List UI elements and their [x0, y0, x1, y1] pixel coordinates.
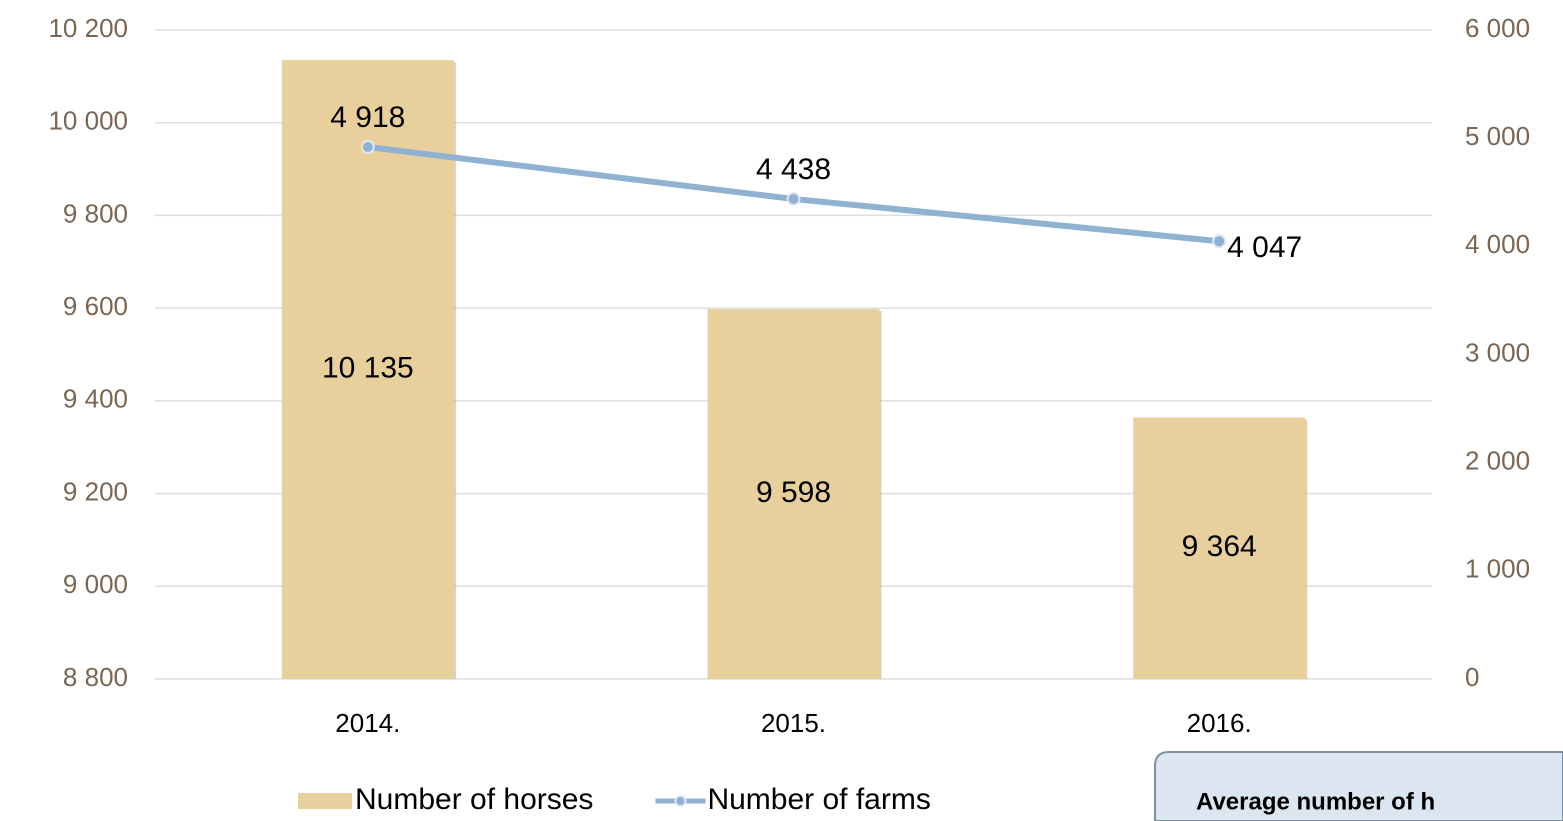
annotation-box	[1154, 751, 1563, 821]
bar	[707, 309, 880, 679]
line-marker	[1212, 234, 1227, 249]
data-label: 10 135	[322, 351, 414, 384]
y-tick-label: 9 800	[63, 198, 128, 228]
data-label: 9 364	[1182, 530, 1257, 563]
data-label: 9 598	[756, 476, 831, 509]
legend-label: Number of horses	[355, 783, 593, 816]
y2-tick-label: 2 000	[1465, 446, 1530, 476]
bar	[1133, 417, 1306, 679]
x-tick-label: 2014.	[335, 708, 400, 738]
y2-tick-label: 6 000	[1465, 13, 1530, 43]
y-tick-label: 9 400	[63, 384, 128, 414]
data-label: 4 438	[756, 153, 831, 186]
y-tick-label: 8 800	[63, 662, 128, 692]
legend-marker	[674, 795, 687, 807]
line-marker	[360, 140, 375, 155]
y-tick-label: 9 600	[63, 291, 128, 321]
x-tick-label: 2015.	[761, 708, 826, 738]
legend-swatch	[298, 793, 352, 809]
y-tick-label: 9 000	[63, 569, 128, 599]
data-label: 4 918	[330, 101, 405, 134]
y2-tick-label: 4 000	[1465, 229, 1530, 259]
data-label: 4 047	[1227, 231, 1302, 264]
legend-label: Number of farms	[707, 783, 930, 816]
bar	[281, 60, 454, 679]
y2-tick-label: 1 000	[1465, 554, 1530, 584]
annotation: Average number of h	[1196, 788, 1435, 815]
y2-tick-label: 0	[1465, 662, 1479, 692]
y-tick-label: 9 200	[63, 476, 128, 506]
x-tick-label: 2016.	[1187, 708, 1252, 738]
y-tick-label: 10 000	[48, 106, 128, 136]
y-tick-label: 10 200	[48, 13, 128, 43]
y2-tick-label: 5 000	[1465, 121, 1530, 151]
y2-tick-label: 3 000	[1465, 337, 1530, 367]
line-marker	[786, 191, 801, 206]
